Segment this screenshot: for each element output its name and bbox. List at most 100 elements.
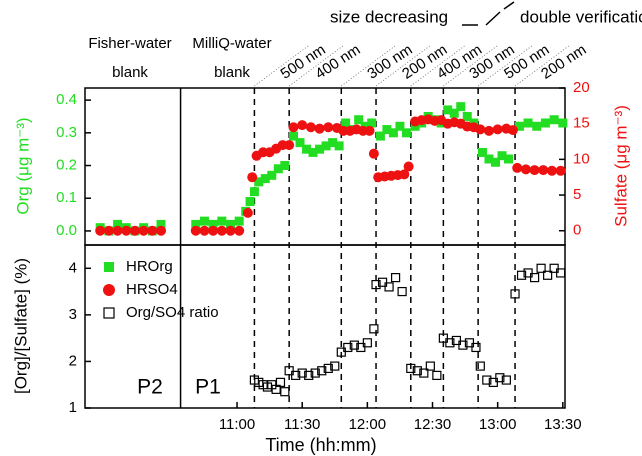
point — [297, 368, 307, 378]
point — [425, 361, 435, 371]
point — [497, 151, 507, 161]
point — [225, 225, 236, 236]
point — [492, 124, 503, 135]
point — [208, 225, 219, 236]
point — [501, 375, 511, 385]
y-tick-label: 0.1 — [56, 189, 77, 206]
point — [514, 121, 524, 131]
point — [360, 121, 370, 131]
point — [529, 165, 540, 176]
y-tick-label: 3 — [69, 306, 77, 323]
point — [369, 324, 379, 334]
point — [199, 225, 210, 236]
point — [490, 157, 500, 167]
point — [510, 289, 520, 299]
legend-swatch — [103, 307, 115, 319]
point — [275, 377, 286, 387]
point — [388, 128, 398, 138]
point — [538, 165, 549, 176]
y-tick-label: 2 — [69, 352, 77, 369]
point — [336, 347, 346, 357]
point — [245, 196, 255, 206]
point — [113, 219, 123, 229]
point — [432, 370, 442, 380]
y-tick-label: 1 — [69, 399, 77, 416]
x-tick-label: 11:00 — [219, 416, 255, 433]
header: double verification — [520, 7, 642, 26]
point — [291, 370, 301, 380]
point — [368, 148, 379, 159]
y-tick-label: 4 — [69, 259, 77, 276]
point — [199, 216, 209, 226]
point — [482, 375, 492, 385]
legend-swatch — [104, 262, 114, 272]
point — [103, 225, 114, 236]
legend-label: Org/SO4 ratio — [126, 304, 219, 321]
y-axis-label: [Org]/[Sulfate] (%) — [11, 258, 30, 394]
point — [475, 361, 485, 371]
point — [260, 174, 270, 184]
point — [288, 122, 299, 133]
point — [343, 342, 353, 353]
point — [315, 144, 325, 154]
point — [449, 108, 459, 118]
point — [484, 154, 494, 164]
point — [156, 219, 166, 229]
legend-label: HRSO4 — [126, 281, 178, 298]
point — [549, 115, 559, 125]
leader-line — [254, 44, 310, 87]
point — [549, 263, 559, 273]
header: size decreasing — [330, 7, 448, 26]
point — [367, 118, 377, 128]
group-label: blank — [112, 64, 148, 81]
point — [356, 342, 366, 353]
point — [512, 162, 523, 173]
point — [495, 373, 505, 383]
point — [451, 335, 462, 346]
leader-line — [375, 44, 432, 87]
point — [234, 216, 244, 226]
point — [475, 124, 486, 135]
point — [112, 225, 123, 236]
point — [395, 121, 405, 131]
point — [317, 366, 327, 376]
point — [419, 368, 429, 378]
point — [555, 165, 566, 176]
point — [216, 225, 227, 236]
leader-line — [443, 44, 499, 87]
y-axis-label: Org (μg m⁻³) — [13, 117, 32, 214]
point — [191, 219, 201, 229]
point — [382, 125, 392, 135]
point — [323, 363, 333, 374]
point — [280, 161, 290, 171]
point — [254, 177, 264, 187]
point — [242, 207, 253, 218]
point — [323, 122, 334, 133]
point — [321, 141, 331, 151]
point — [129, 225, 140, 236]
point — [334, 141, 344, 151]
point — [310, 368, 320, 378]
group-title: Fisher-water — [88, 35, 171, 52]
y-tick-label: 0.2 — [56, 156, 77, 173]
y2-tick-label: 15 — [573, 115, 590, 132]
point — [249, 187, 259, 197]
x-tick-label: 13:00 — [479, 416, 517, 433]
point — [462, 111, 472, 121]
x-tick-label: 13:30 — [544, 416, 582, 433]
x-tick-label: 11:30 — [284, 416, 320, 433]
point — [540, 118, 550, 128]
x-axis-label: Time (hh:mm) — [265, 435, 376, 455]
point — [95, 225, 106, 236]
arrow-dash — [485, 11, 501, 26]
plot-frame — [84, 244, 566, 409]
point — [443, 105, 453, 115]
leader-line — [341, 44, 397, 87]
point — [536, 263, 546, 273]
point — [138, 225, 149, 236]
leader-line — [410, 44, 467, 87]
point — [208, 219, 218, 229]
point — [546, 165, 557, 176]
point — [377, 277, 388, 287]
